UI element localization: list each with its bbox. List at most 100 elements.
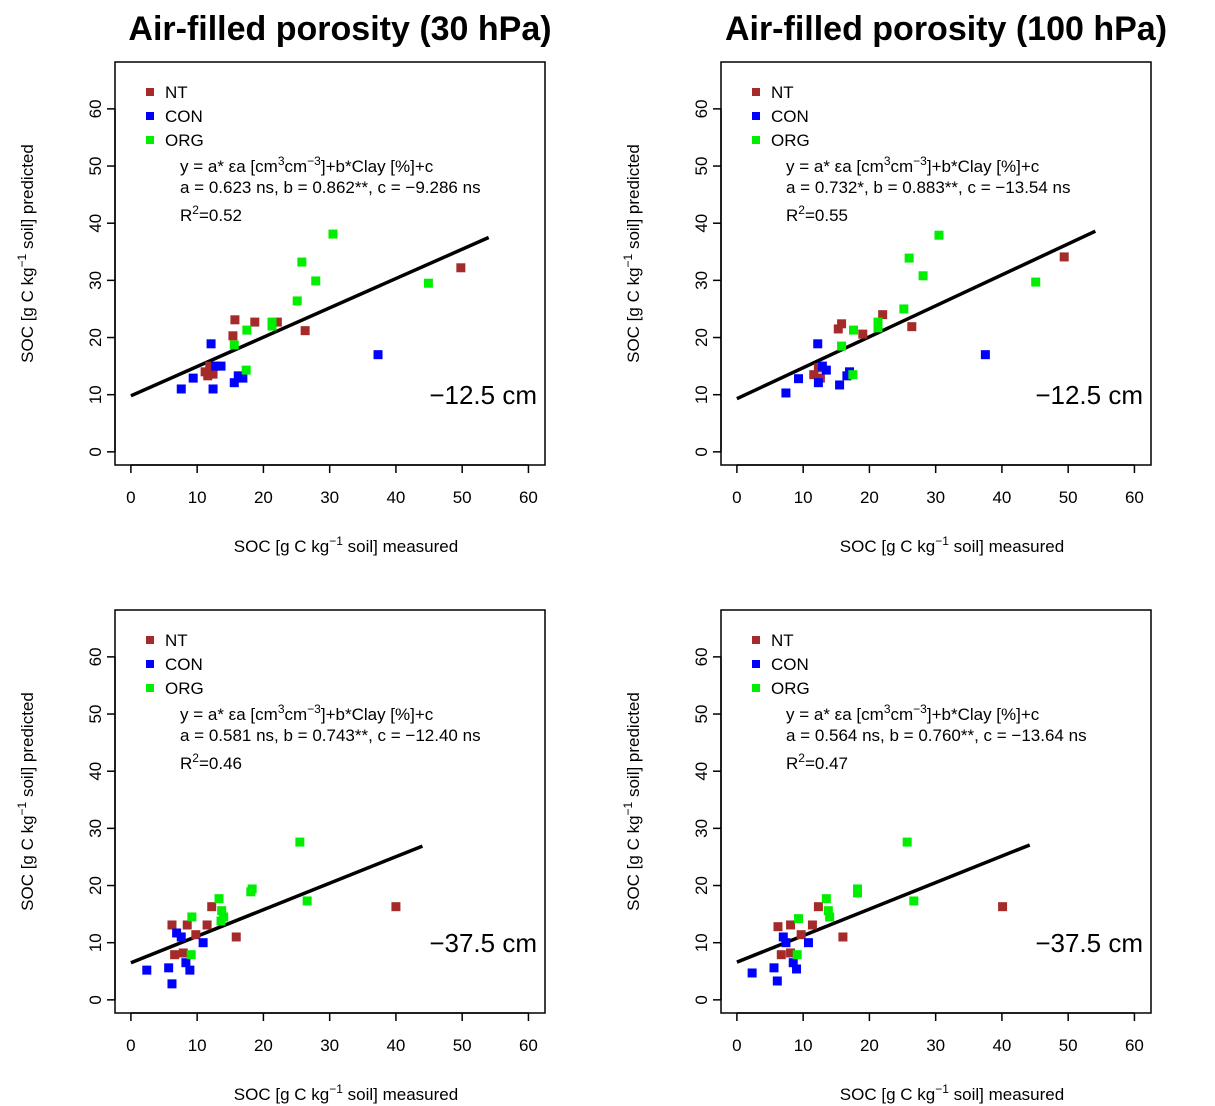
point [813,339,823,349]
text-part: cm [891,705,914,724]
legend-marker [752,660,760,668]
point [233,371,243,381]
depth-label: −12.5 cm [1035,380,1143,410]
y-tick-label: 60 [86,99,105,118]
superscript: −3 [307,702,321,716]
point [778,932,788,942]
point [182,920,192,930]
point [781,938,791,948]
legend-label: ORG [165,679,204,698]
point [188,373,198,383]
legend-label: NT [771,631,794,650]
y-tick-label: 50 [86,705,105,724]
point [328,229,338,239]
text-part: soil] measured [949,537,1064,556]
text-part: SOC [g C kg [234,1085,329,1104]
superscript: −1 [935,534,949,548]
point [216,916,226,926]
text-part: SOC [g C kg [18,267,37,362]
text-part: R [786,754,798,773]
point [788,958,798,968]
point [902,837,912,847]
text-part: y = a* εa [cm [180,157,278,176]
x-tick-label: 0 [126,1036,135,1055]
text-part: SOC [g C kg [624,815,643,910]
legend-marker [146,684,154,692]
point [295,837,305,847]
y-tick-label: 40 [86,214,105,233]
equation: y = a* εa [cm3cm−3]+b*Clay [%]+c [786,154,1040,176]
point [786,948,796,958]
point [837,319,847,329]
text-part: soil] measured [343,1085,458,1104]
x-axis-label: SOC [g C kg−1 soil] measured [234,1082,458,1104]
x-tick-label: 30 [320,488,339,507]
point [769,963,779,973]
equation: y = a* εa [cm3cm−3]+b*Clay [%]+c [786,702,1040,724]
legend-marker [146,112,154,120]
x-tick-label: 50 [453,488,472,507]
y-tick-label: 60 [86,647,105,666]
y-axis-label: SOC [g C kg−1 soil] predicted [621,692,643,911]
legend-marker [752,88,760,96]
y-tick-label: 30 [86,271,105,290]
y-tick-label: 40 [692,762,711,781]
text-part: R [180,754,192,773]
text-part: SOC [g C kg [234,537,329,556]
point [206,339,216,349]
panel-title: Air-filled porosity (30 hPa) [128,10,551,48]
point [907,322,917,332]
text-part: cm [285,157,308,176]
point [909,896,919,906]
point [873,317,883,327]
x-tick-label: 20 [860,1036,879,1055]
y-tick-label: 10 [692,933,711,952]
superscript: −1 [621,253,635,267]
text-part: SOC [g C kg [18,815,37,910]
point [187,912,197,922]
point [815,373,825,383]
superscript: −1 [329,1082,343,1096]
point [229,378,239,388]
point [205,361,215,371]
point [792,950,802,960]
text-part: =0.55 [805,206,848,225]
point [1059,252,1069,262]
point [241,365,251,375]
point [242,325,252,335]
equation: y = a* εa [cm3cm−3]+b*Clay [%]+c [180,154,434,176]
y-tick-label: 0 [692,995,711,1004]
text-part: =0.47 [805,754,848,773]
point [858,329,868,339]
text-part: R [180,206,192,225]
point [833,324,843,334]
superscript: −1 [329,534,343,548]
point [202,920,212,930]
point [170,950,180,960]
point [185,965,195,975]
point [191,930,201,940]
y-tick-label: 0 [86,995,105,1004]
point [176,384,186,394]
point [211,361,221,371]
y-tick-label: 10 [86,385,105,404]
y-tick-label: 10 [692,385,711,404]
x-tick-label: 40 [386,1036,405,1055]
point [772,976,782,986]
superscript: 3 [278,154,285,168]
x-tick-label: 40 [992,1036,1011,1055]
superscript: 2 [192,751,199,765]
point [904,253,914,263]
x-tick-label: 30 [320,1036,339,1055]
point [297,257,307,267]
point [848,370,858,380]
y-tick-label: 30 [692,271,711,290]
text-part: =0.52 [199,206,242,225]
text-part: =0.46 [199,754,242,773]
y-tick-label: 20 [86,328,105,347]
point [214,894,224,904]
x-tick-label: 30 [926,1036,945,1055]
text-part: y = a* εa [cm [180,705,278,724]
legend-label: CON [771,107,809,126]
point [803,938,813,948]
